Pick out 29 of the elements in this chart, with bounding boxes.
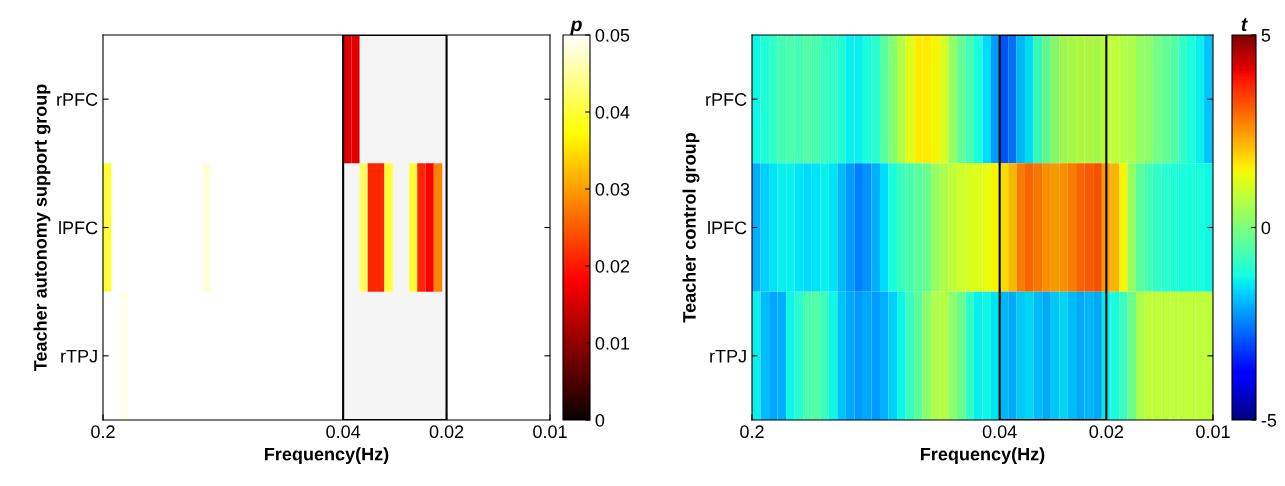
- color-bar-label: 0.03: [595, 182, 630, 196]
- y-tick-label: rTPJ: [710, 349, 746, 363]
- x-tick-label: 0.2: [91, 425, 115, 439]
- color-bar-label: 0.02: [595, 259, 630, 273]
- y-tick-label: rTPJ: [61, 349, 97, 363]
- color-bar-label: -5: [1261, 414, 1277, 427]
- color-bar-label: 0.04: [595, 105, 630, 119]
- color-bar-label: 0: [595, 413, 605, 427]
- color-bar-title: t: [1241, 18, 1248, 32]
- x-tick-label: 0.01: [533, 425, 567, 439]
- x-tick-label: 0.2: [740, 425, 764, 439]
- x-axis-title: Frequency(Hz): [265, 447, 389, 465]
- color-bar-label: 5: [1261, 29, 1271, 42]
- y-axis-title: Teacher control group: [682, 133, 700, 323]
- color-bar-label: 0.05: [595, 28, 630, 42]
- y-tick-label: lPFC: [708, 220, 747, 235]
- color-bar-label: 0: [1261, 221, 1271, 235]
- x-tick-label: 0.02: [429, 425, 464, 439]
- x-tick-label: 0.02: [1089, 425, 1123, 439]
- x-tick-label: 0.04: [326, 425, 361, 439]
- y-tick-label: rPFC: [57, 93, 98, 106]
- x-axis-title: Frequency(Hz): [921, 447, 1045, 465]
- y-tick-label: rPFC: [706, 93, 747, 106]
- color-bar-label: 0.01: [595, 336, 630, 350]
- x-tick-label: 0.01: [1196, 425, 1230, 439]
- y-tick-label: lPFC: [59, 220, 98, 235]
- color-bar-title: p: [570, 20, 582, 35]
- x-tick-label: 0.04: [982, 425, 1017, 439]
- y-axis-title: Teacher autonomy support group: [33, 84, 51, 372]
